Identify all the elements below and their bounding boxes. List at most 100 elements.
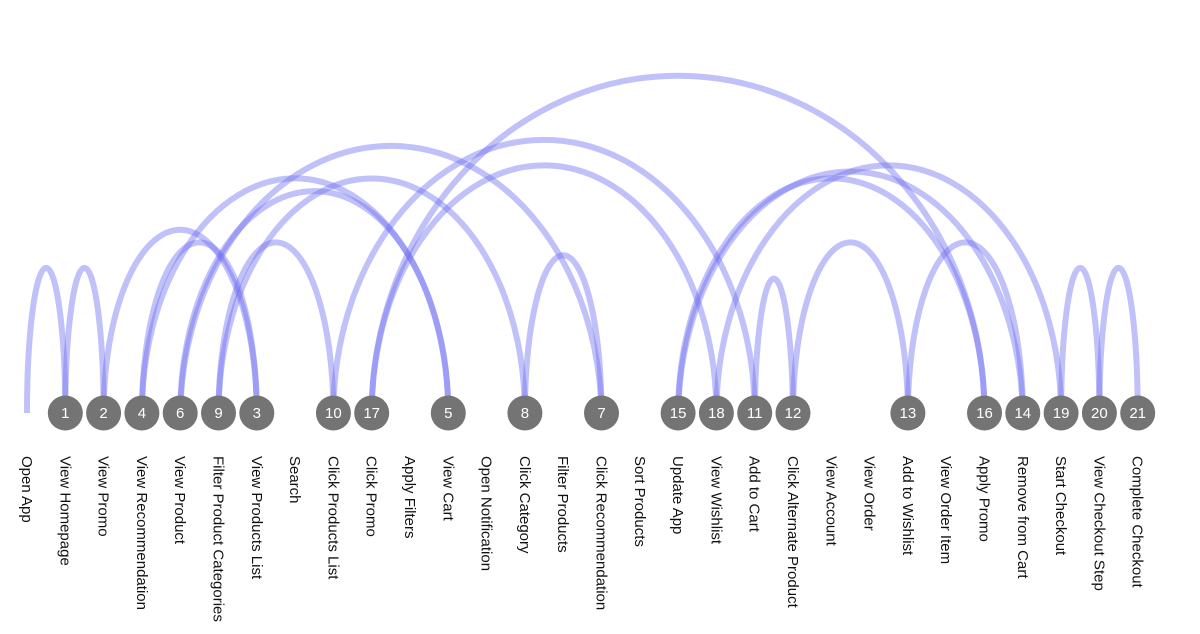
transition-arc bbox=[330, 136, 758, 414]
transition-arc bbox=[368, 72, 988, 414]
step-node: 21 bbox=[1120, 395, 1156, 431]
event-label: View Products List bbox=[248, 456, 265, 580]
transition-arc bbox=[1058, 264, 1103, 414]
transition-arc bbox=[713, 162, 1065, 414]
event-label: Sort Products bbox=[631, 456, 648, 547]
step-node: 16 bbox=[967, 395, 1002, 431]
step-node: 3 bbox=[239, 395, 275, 431]
event-label: View Account bbox=[822, 456, 839, 547]
transition-arc bbox=[215, 175, 528, 414]
step-number: 2 bbox=[99, 405, 107, 422]
event-label: Apply Promo bbox=[976, 456, 993, 542]
step-node: 5 bbox=[430, 395, 466, 431]
transition-arc bbox=[751, 275, 796, 414]
step-number: 7 bbox=[597, 405, 605, 422]
step-node-circle bbox=[584, 395, 619, 431]
step-number: 20 bbox=[1091, 405, 1108, 422]
event-label: Add to Cart bbox=[746, 456, 763, 533]
event-label: View Order Item bbox=[937, 456, 954, 564]
transition-arc bbox=[62, 264, 107, 414]
step-node-circle bbox=[775, 395, 811, 431]
step-node-circle bbox=[239, 395, 275, 431]
event-label: Click Promo bbox=[363, 456, 380, 537]
event-label: View Cart bbox=[439, 456, 456, 522]
event-labels: Open App View Homepage View Promo View Reco… bbox=[18, 456, 1146, 622]
step-number: 8 bbox=[521, 405, 529, 422]
step-node-circle bbox=[86, 395, 122, 431]
event-label: View Wishlist bbox=[707, 456, 724, 545]
step-number: 15 bbox=[670, 405, 687, 422]
transition-arc bbox=[368, 162, 720, 414]
step-node: 1 bbox=[47, 395, 83, 431]
transition-arc bbox=[138, 175, 452, 414]
step-node-circle bbox=[507, 395, 543, 431]
event-label: View Recommendation bbox=[133, 456, 150, 610]
step-node-circle bbox=[201, 395, 236, 431]
event-label: Open App bbox=[18, 456, 35, 523]
event-label: Update App bbox=[669, 456, 686, 534]
step-node: 2 bbox=[86, 395, 122, 431]
step-number: 11 bbox=[747, 405, 763, 422]
step-number: 6 bbox=[176, 405, 184, 422]
transition-arc bbox=[215, 239, 337, 414]
step-node: 9 bbox=[201, 395, 236, 431]
step-number: 18 bbox=[708, 405, 725, 422]
step-node: 13 bbox=[890, 395, 926, 431]
step-node: 18 bbox=[698, 395, 734, 431]
event-label: Remove from Cart bbox=[1014, 456, 1031, 579]
step-number: 17 bbox=[363, 405, 380, 422]
step-node: 20 bbox=[1081, 395, 1117, 431]
step-node: 4 bbox=[124, 395, 160, 431]
step-node-circle bbox=[354, 395, 390, 431]
transition-arc bbox=[790, 239, 911, 414]
step-node: 10 bbox=[315, 395, 351, 431]
event-label: Add to Wishlist bbox=[899, 456, 916, 556]
step-node-circle bbox=[737, 395, 773, 431]
event-label: View Product bbox=[171, 456, 188, 545]
step-node-circle bbox=[1081, 395, 1117, 431]
event-label: View Homepage bbox=[56, 456, 73, 566]
step-node: 14 bbox=[1005, 395, 1041, 431]
event-label: View Promo bbox=[95, 456, 112, 537]
event-label: Start Checkout bbox=[1052, 456, 1069, 556]
step-node-circle bbox=[1005, 395, 1041, 431]
step-node: 6 bbox=[162, 395, 198, 431]
transition-arc bbox=[675, 175, 988, 414]
transition-arc bbox=[675, 168, 1026, 414]
step-node: 19 bbox=[1043, 395, 1079, 431]
step-node: 8 bbox=[507, 395, 543, 431]
event-label: View Order bbox=[861, 456, 878, 531]
step-node: 15 bbox=[660, 395, 696, 431]
event-label: Complete Checkout bbox=[1129, 456, 1146, 589]
step-number: 10 bbox=[325, 405, 342, 422]
transition-arc bbox=[138, 239, 260, 414]
step-number: 14 bbox=[1014, 405, 1031, 422]
transition-arc bbox=[24, 264, 69, 414]
event-label: View Checkout Step bbox=[1090, 456, 1107, 591]
step-node-circle bbox=[315, 395, 351, 431]
event-label: Apply Filters bbox=[401, 456, 418, 539]
step-node-circle bbox=[967, 395, 1002, 431]
event-label: Filter Product Categories bbox=[210, 456, 227, 622]
step-node-circle bbox=[1120, 395, 1156, 431]
step-node-circle bbox=[660, 395, 696, 431]
event-label: Click Category bbox=[516, 456, 533, 554]
transition-arc bbox=[1096, 264, 1141, 414]
step-node-circle bbox=[430, 395, 466, 431]
step-number: 21 bbox=[1129, 405, 1146, 422]
step-number: 13 bbox=[900, 405, 917, 422]
step-node: 11 bbox=[737, 395, 773, 431]
step-node-circle bbox=[47, 395, 83, 431]
step-node-circle bbox=[1043, 395, 1079, 431]
transition-arc bbox=[100, 226, 260, 414]
step-number: 1 bbox=[61, 405, 69, 422]
step-node-circle bbox=[162, 395, 198, 431]
step-number: 19 bbox=[1053, 405, 1070, 422]
step-number: 5 bbox=[444, 405, 452, 422]
step-node-circle bbox=[890, 395, 926, 431]
step-number: 12 bbox=[785, 405, 802, 422]
step-node: 7 bbox=[584, 395, 619, 431]
transition-arc bbox=[177, 142, 605, 414]
step-node: 17 bbox=[354, 395, 390, 431]
